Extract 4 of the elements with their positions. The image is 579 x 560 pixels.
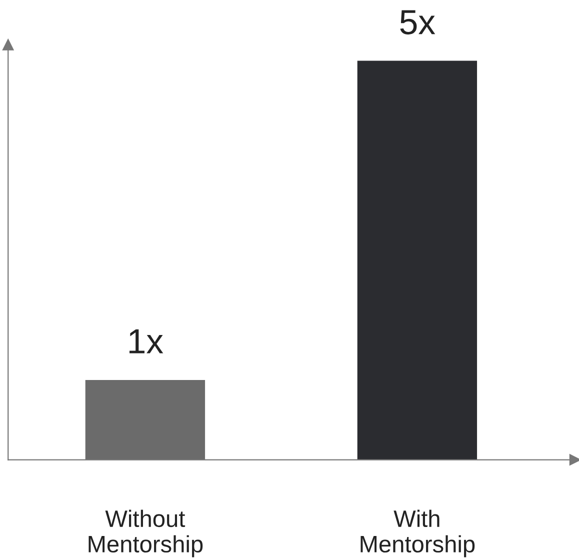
data-label: 5x	[400, 10, 436, 34]
x-tick-label: Without Mentorship	[88, 510, 203, 558]
x-tick-label: With Mentorship	[360, 510, 475, 558]
data-label: 1x	[130, 329, 164, 354]
